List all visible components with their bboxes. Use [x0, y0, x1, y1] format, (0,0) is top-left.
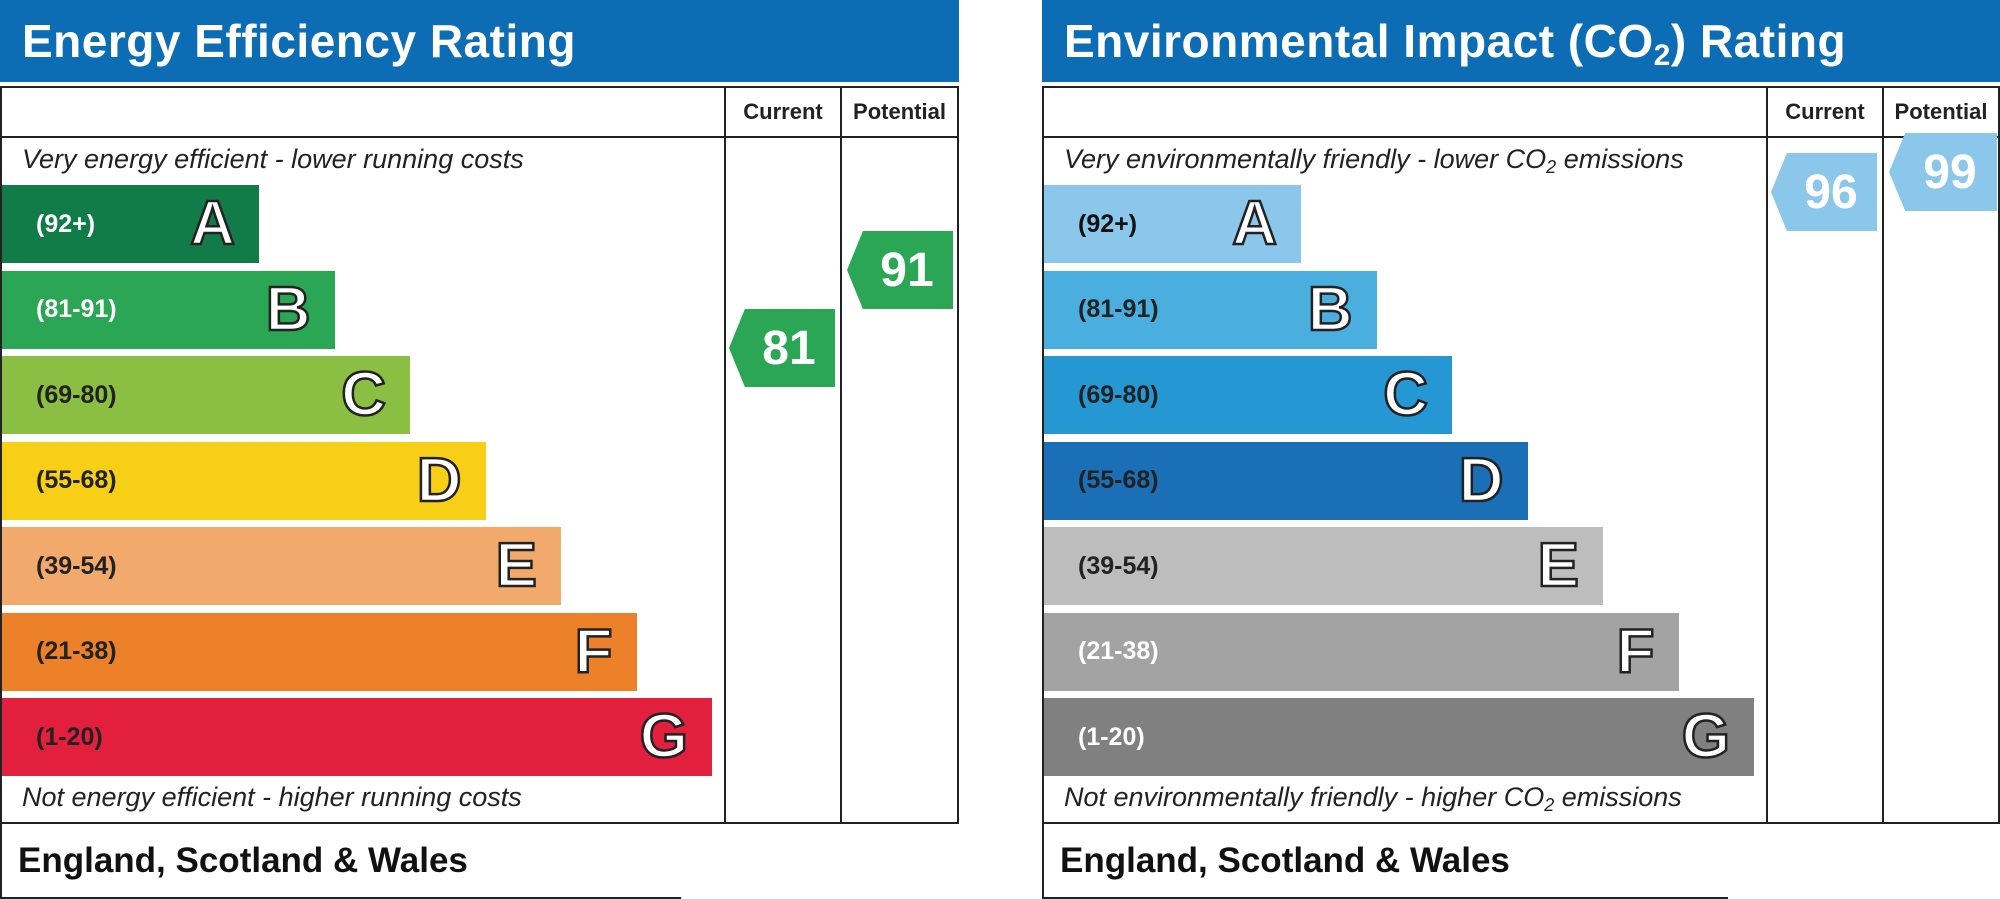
- energy-band-range: (69-80): [36, 380, 117, 409]
- env-current-arrow: 96: [1771, 153, 1877, 231]
- env-bottom-caption-main: Not environmentally friendly - higher CO: [1064, 782, 1545, 812]
- energy-band-range: (92+): [36, 209, 96, 238]
- energy-band-letter: D: [415, 445, 462, 515]
- environmental-impact-chart: Environmental Impact (CO2) Rating Curren…: [1042, 0, 2000, 899]
- env-divider-current: [1766, 88, 1768, 822]
- env-band-d: (55-68) D: [1044, 441, 1528, 520]
- energy-current-value: 81: [762, 321, 816, 375]
- env-title-sub: 2: [1653, 39, 1671, 72]
- energy-band-f: (21-38) F: [2, 612, 637, 691]
- energy-band-range: (81-91): [36, 295, 117, 323]
- energy-band-g: (1-20) G: [2, 698, 712, 776]
- env-potential-value: 99: [1923, 145, 1977, 199]
- env-grid: Current Potential Very environmentally f…: [1042, 86, 2000, 824]
- energy-band-range: (55-68): [36, 466, 117, 494]
- env-band-g: (1-20) G: [1044, 698, 1754, 776]
- env-band-letter: G: [1681, 702, 1732, 771]
- env-title-end: ) Rating: [1670, 15, 1847, 67]
- env-potential-arrow: 99: [1889, 133, 1997, 211]
- energy-band-letter: E: [494, 531, 538, 600]
- env-bottom-caption: Not environmentally friendly - higher CO…: [1064, 782, 1682, 816]
- env-band-letter: C: [1382, 360, 1429, 429]
- env-band-letter: E: [1536, 531, 1580, 600]
- env-band-f: (21-38) F: [1044, 612, 1679, 691]
- env-header-line: [1044, 136, 1998, 138]
- energy-footer: England, Scotland & Wales: [0, 824, 681, 899]
- energy-bottom-caption: Not energy efficient - higher running co…: [22, 782, 522, 812]
- env-footer-text: England, Scotland & Wales: [1060, 841, 1510, 880]
- energy-current-arrow: 81: [729, 309, 835, 387]
- env-band-letter: A: [1231, 189, 1278, 258]
- env-band-range: (92+): [1078, 209, 1138, 238]
- energy-title: Energy Efficiency Rating: [0, 0, 959, 82]
- env-title: Environmental Impact (CO2) Rating: [1042, 0, 2000, 82]
- env-bottom-caption-end: emissions: [1554, 782, 1682, 812]
- env-divider-potential: [1882, 88, 1884, 822]
- energy-potential-value: 91: [880, 243, 934, 297]
- energy-band-d: (55-68) D: [2, 441, 486, 520]
- energy-footer-text: England, Scotland & Wales: [18, 841, 468, 880]
- energy-current-header: Current: [743, 99, 823, 124]
- env-top-caption: Very environmentally friendly - lower CO…: [1064, 144, 1684, 178]
- env-band-letter: B: [1306, 274, 1353, 344]
- env-band-e: (39-54) E: [1044, 527, 1603, 605]
- env-band-letter: F: [1615, 616, 1655, 686]
- env-band-range: (69-80): [1078, 380, 1159, 409]
- energy-band-letter: C: [340, 360, 387, 429]
- energy-potential-header: Potential: [853, 99, 946, 124]
- energy-band-range: (1-20): [36, 722, 103, 751]
- env-top-caption-main: Very environmentally friendly - lower CO: [1064, 144, 1547, 174]
- env-band-range: (81-91): [1078, 295, 1159, 323]
- energy-band-letter: A: [189, 189, 236, 258]
- energy-top-caption: Very energy efficient - lower running co…: [22, 144, 524, 174]
- env-footer: England, Scotland & Wales: [1042, 824, 1728, 899]
- energy-band-c: (69-80) C: [2, 356, 410, 434]
- energy-band-b: (81-91) B: [2, 270, 335, 349]
- env-band-range: (55-68): [1078, 466, 1159, 494]
- energy-band-letter: B: [264, 274, 311, 344]
- env-current-value: 96: [1804, 165, 1858, 219]
- env-title-main: Environmental Impact (CO: [1064, 15, 1654, 67]
- env-band-range: (21-38): [1078, 637, 1159, 665]
- env-potential-header: Potential: [1894, 99, 1988, 124]
- energy-efficiency-chart: Energy Efficiency Rating Current Potenti…: [0, 0, 959, 899]
- energy-band-a: (92+) A: [2, 185, 259, 263]
- energy-band-letter: G: [639, 702, 690, 771]
- energy-grid: Current Potential Very energy efficient …: [0, 86, 959, 824]
- energy-band-letter: F: [573, 616, 613, 686]
- env-top-caption-end: emissions: [1556, 144, 1684, 174]
- env-band-a: (92+) A: [1044, 185, 1301, 263]
- energy-band-range: (21-38): [36, 637, 117, 665]
- energy-band-range: (39-54): [36, 551, 117, 580]
- env-band-c: (69-80) C: [1044, 356, 1452, 434]
- energy-divider-current: [724, 88, 726, 822]
- env-band-letter: D: [1457, 445, 1504, 515]
- energy-header-line: [2, 136, 957, 138]
- env-band-range: (39-54): [1078, 551, 1159, 580]
- env-band-range: (1-20): [1078, 722, 1145, 751]
- env-band-b: (81-91) B: [1044, 270, 1377, 349]
- env-current-header: Current: [1785, 99, 1865, 124]
- env-top-caption-sub: 2: [1546, 157, 1557, 177]
- env-bottom-caption-sub: 2: [1544, 795, 1555, 815]
- energy-divider-potential: [840, 88, 842, 822]
- energy-band-e: (39-54) E: [2, 527, 561, 605]
- energy-potential-arrow: 91: [847, 231, 953, 309]
